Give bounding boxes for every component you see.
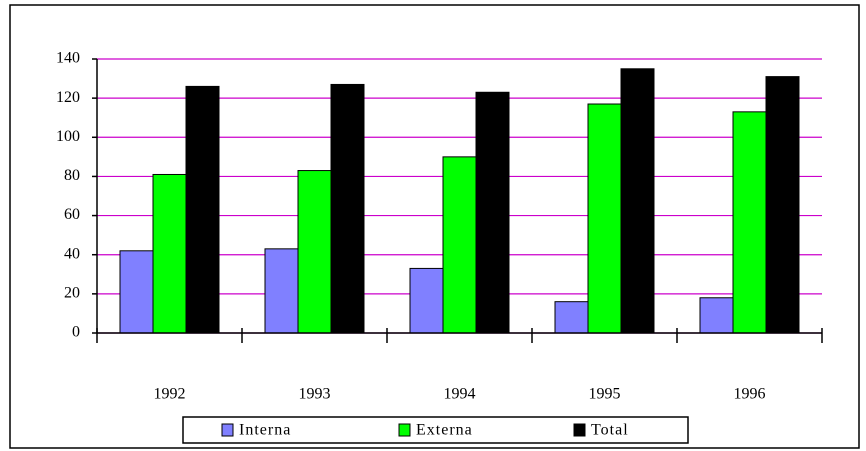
bar [152,173,187,334]
bar [732,111,767,334]
bar [330,83,365,334]
x-tick-label: 1992 [154,386,186,403]
x-tick-label: 1996 [734,386,766,403]
legend-swatch [221,423,234,437]
legend: Interna Externa Total [182,416,689,444]
y-tick-label: 40 [64,245,80,262]
bar [475,91,510,334]
legend-label: Interna [239,422,291,439]
bar [297,170,332,334]
x-tick-label: 1995 [589,386,621,403]
y-tick-label: 20 [64,285,80,302]
x-tick-label: 1993 [299,386,331,403]
bar [620,68,655,334]
x-tick-label: 1994 [444,386,476,403]
legend-label: Total [591,422,629,439]
bar [119,250,154,334]
legend-swatch [573,423,586,437]
bar [442,156,477,334]
bar [554,301,589,334]
y-tick-label: 60 [64,206,80,223]
bar [185,85,220,334]
y-tick-label: 100 [56,128,80,145]
bar [587,103,622,334]
chart-border [9,4,860,449]
bar [699,297,734,334]
legend-swatch [398,423,411,437]
y-tick-label: 0 [72,324,80,341]
bar [765,76,800,334]
bar [409,267,444,334]
bar [264,248,299,334]
y-tick-label: 80 [64,167,80,184]
y-tick-label: 120 [56,89,80,106]
y-tick-label: 140 [56,50,80,67]
legend-label: Externa [416,422,473,439]
legend-box [182,416,689,444]
